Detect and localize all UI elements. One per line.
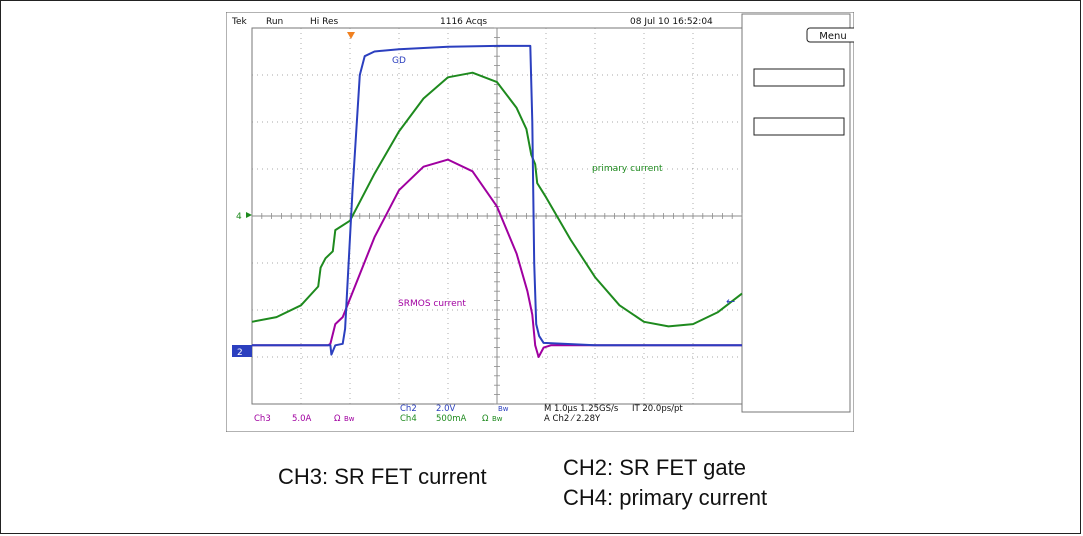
- caption-ch4: CH4: primary current: [563, 485, 768, 510]
- ch2-level-marker: 2: [237, 348, 243, 358]
- status-timestamp: 08 Jul 10 16:52:04: [630, 17, 713, 27]
- readout-trigger: A Ch2 ⁄ 2.28Y: [544, 414, 601, 424]
- trigger-position-marker: [347, 32, 355, 39]
- status-acq-mode: Hi Res: [310, 17, 339, 27]
- readout-ch3-name: Ch3: [254, 414, 271, 424]
- readout-ch4-bw: Bw: [492, 415, 503, 423]
- side-softkey-2[interactable]: [753, 117, 845, 136]
- ch4-level-arrow-icon: [246, 212, 252, 218]
- caption-ch3: CH3: SR FET current: [278, 464, 487, 489]
- status-brand: Tek: [231, 17, 248, 27]
- readout-ch3-bw: Bw: [344, 415, 355, 423]
- trace-label-gd: GD: [392, 56, 406, 66]
- graticule-grid: [251, 27, 743, 405]
- status-acq-count: 1116 Acqs: [440, 17, 487, 27]
- readout-ch4-name: Ch4: [400, 414, 417, 424]
- caption-ch2: CH2: SR FET gate: [563, 455, 746, 480]
- menu-button-label: Menu: [819, 31, 846, 42]
- readout-ch3-unit: Ω: [334, 414, 341, 424]
- ch2-level-marker-box: [232, 345, 252, 357]
- readout-ch2-scale: 2.0V: [436, 404, 456, 414]
- side-softkey-1[interactable]: [753, 68, 845, 87]
- readout-ch2-bw: Bw: [498, 405, 509, 413]
- trace-group: [251, 44, 743, 358]
- readout-timebase: M 1.0µs 1.25GS/s: [544, 404, 619, 414]
- offscreen-left-arrow-icon: ←: [726, 295, 735, 308]
- readout-ch4-scale: 500mA: [436, 414, 467, 424]
- ch4-level-marker: 4: [236, 212, 242, 222]
- readout-ch3-scale: 5.0A: [292, 414, 312, 424]
- trace-ch4: [251, 71, 743, 328]
- trace-label-primary: primary current: [592, 164, 663, 174]
- readout-ch4-unit: Ω: [482, 414, 489, 424]
- menu-button[interactable]: [806, 27, 854, 43]
- readout-interp: IT 20.0ps/pt: [632, 404, 683, 414]
- readout-ch2-name: Ch2: [400, 404, 417, 414]
- trace-ch2: [252, 44, 742, 356]
- oscilloscope-screen: Menu Tek Run Hi Res 1116 Acqs 08 Jul 10 …: [226, 12, 854, 432]
- trace-label-srmos: SRMOS current: [398, 299, 466, 309]
- trace-ch3: [252, 158, 742, 358]
- status-run: Run: [266, 17, 283, 27]
